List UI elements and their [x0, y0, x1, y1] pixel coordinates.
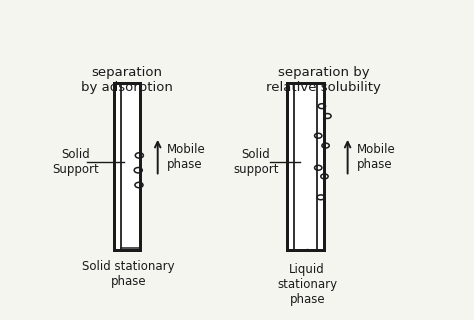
- Text: Solid
Support: Solid Support: [53, 148, 99, 176]
- Text: separation
by adsorption: separation by adsorption: [81, 66, 173, 93]
- Bar: [287, 83, 324, 250]
- Text: Solid stationary
phase: Solid stationary phase: [82, 260, 174, 288]
- Text: Solid
support: Solid support: [233, 148, 279, 176]
- Text: Liquid
stationary
phase: Liquid stationary phase: [277, 263, 337, 306]
- Text: Mobile
phase: Mobile phase: [167, 143, 206, 171]
- Bar: [114, 83, 140, 250]
- Text: separation by
relative solubility: separation by relative solubility: [266, 66, 381, 93]
- Text: Mobile
phase: Mobile phase: [357, 143, 396, 171]
